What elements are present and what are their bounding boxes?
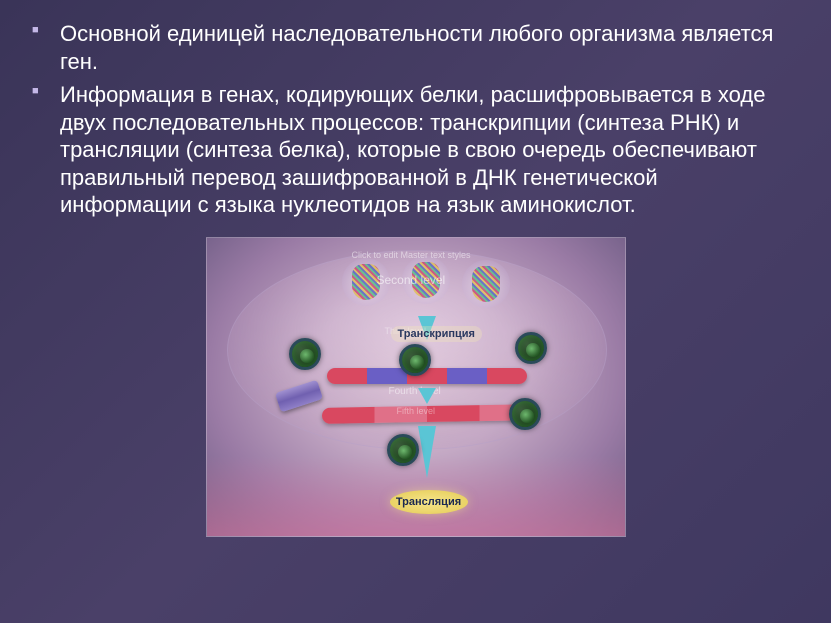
transcription-label: Транскрипция — [391, 326, 482, 342]
biology-diagram: Click to edit Master text styles Second … — [206, 237, 626, 537]
translation-label: Трансляция — [390, 490, 468, 514]
placeholder-text: Second level — [377, 273, 446, 287]
bullet-item: Информация в генах, кодирующих белки, ра… — [60, 81, 791, 219]
diagram-container: Click to edit Master text styles Second … — [0, 237, 831, 537]
bullet-item: Основной единицей наследовательности люб… — [60, 20, 791, 75]
arrow-down-icon — [418, 426, 436, 478]
placeholder-text: Click to edit Master text styles — [352, 250, 471, 260]
magnify-icon[interactable] — [399, 344, 431, 376]
magnify-icon[interactable] — [289, 338, 321, 370]
magnify-icon[interactable] — [515, 332, 547, 364]
bullet-list: Основной единицей наследовательности люб… — [60, 20, 791, 219]
arrow-down-icon — [418, 388, 436, 404]
placeholder-text: Fifth level — [397, 406, 436, 416]
magnify-icon[interactable] — [387, 434, 419, 466]
text-content: Основной единицей наследовательности люб… — [0, 0, 831, 219]
magnify-icon[interactable] — [509, 398, 541, 430]
chromatin-icon — [462, 260, 510, 308]
